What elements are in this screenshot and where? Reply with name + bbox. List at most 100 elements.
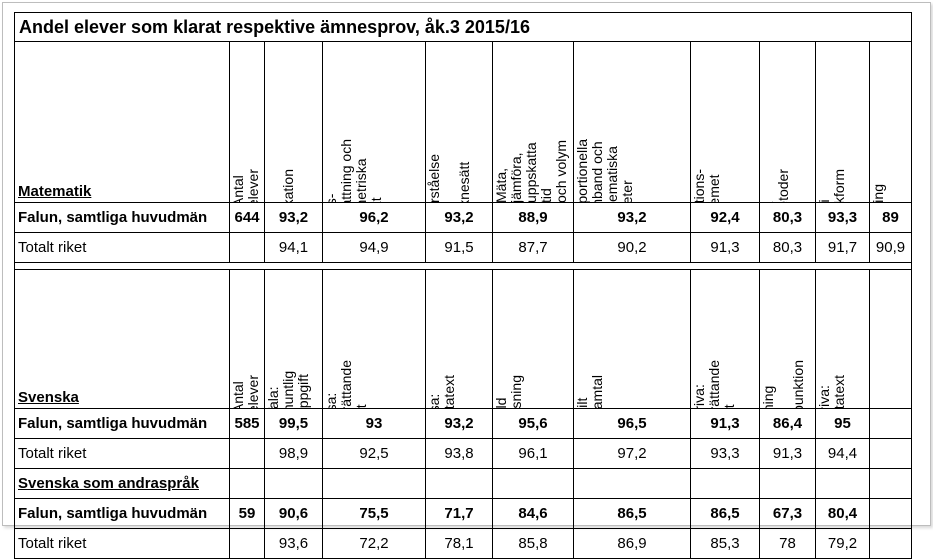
value-cell: 71,7 — [425, 498, 493, 529]
value-cell: 93,6 — [264, 528, 323, 559]
value-cell: 93,2 — [264, 202, 323, 233]
rotated-header-wrap: Skriva: berättande text — [692, 271, 759, 408]
empty-cell — [229, 468, 265, 499]
value-cell: 87,7 — [492, 232, 574, 263]
rotated-header-wrap: Huvudräkning — [871, 43, 911, 202]
row-label: Totalt riket — [14, 528, 230, 559]
value-cell: 93 — [322, 408, 426, 439]
column-header: Enskilt textsamtal — [573, 269, 691, 409]
empty-cell — [759, 468, 816, 499]
empty-cell — [690, 468, 760, 499]
column-header-label: Tal i bråkform — [816, 169, 848, 203]
column-header-label: Mäta, jämföra, uppskatta tid och volym — [493, 139, 570, 203]
section-label-svenska: Svenska — [14, 269, 230, 409]
rotated-header-wrap: Rums- uppfattning och geometriska objekt — [324, 43, 425, 203]
column-header: Stavning och interpunktion — [759, 269, 816, 409]
empty-cell — [492, 468, 574, 499]
value-cell: 96,2 — [322, 202, 426, 233]
value-cell: 86,4 — [759, 408, 816, 439]
empty-cell — [869, 438, 912, 469]
column-header: Huvudräkning — [869, 41, 912, 203]
value-cell — [229, 528, 265, 559]
column-header-label: Läsa: faktatext — [427, 375, 458, 409]
value-cell: 94,1 — [264, 232, 323, 263]
rotated-header-wrap: Läsa: berättande text — [324, 271, 425, 408]
value-cell: 98,9 — [264, 438, 323, 469]
value-cell: 75,5 — [322, 498, 426, 529]
value-cell: 91,3 — [759, 438, 816, 469]
empty-cell — [869, 498, 912, 529]
value-cell: 86,5 — [690, 498, 760, 529]
value-cell: 79,2 — [815, 528, 870, 559]
empty-cell — [869, 408, 912, 439]
sva-data-row: Totalt riket 93,6 72,2 78,1 85,8 86,9 85,3 78 79… — [14, 528, 912, 559]
value-cell: 585 — [229, 408, 265, 439]
value-cell: 86,9 — [573, 528, 691, 559]
value-cell: 80,3 — [759, 232, 816, 263]
column-header-label: Skriftliga räknemetoder — [761, 169, 791, 202]
column-header: Antal elever — [229, 269, 265, 409]
value-cell: 91,5 — [425, 232, 493, 263]
value-cell: 91,3 — [690, 408, 760, 439]
value-cell: 91,7 — [815, 232, 870, 263]
section-label-matematik: Matematik — [14, 41, 230, 203]
column-header-label: Tala: muntlig uppgift — [265, 370, 312, 409]
column-header: Tala: muntlig uppgift — [264, 269, 323, 409]
empty-cell — [815, 468, 870, 499]
empty-cell — [425, 468, 493, 499]
column-header: Muntlig kommunikation — [264, 41, 323, 203]
empty-cell — [264, 468, 323, 499]
value-cell: 93,2 — [425, 408, 493, 439]
column-header-label: Rums- uppfattning och geometriska objekt — [324, 139, 385, 203]
row-label: Totalt riket — [14, 438, 230, 469]
rotated-header-wrap: Muntlig kommunikation — [266, 43, 322, 202]
column-header: Enskild högläsning — [492, 269, 574, 409]
rotated-header-wrap: Stavning och interpunktion — [761, 271, 815, 408]
column-header: Tal i bråkform — [815, 41, 870, 203]
svenska-data-row: Falun, samtliga huvudmän 585 99,5 93 93,2 95,… — [14, 408, 912, 439]
column-header-label: Positions- systemet — [691, 169, 723, 203]
column-header-label: Antal elever — [230, 374, 262, 409]
row-label: Totalt riket — [14, 232, 230, 263]
column-header: Antal elever — [229, 41, 265, 203]
empty-cell — [869, 528, 912, 559]
rotated-header-wrap: Proportionella samband och matematiska l… — [575, 43, 690, 202]
value-cell: 86,5 — [573, 498, 691, 529]
value-cell: 90,6 — [264, 498, 323, 529]
value-cell: 85,8 — [492, 528, 574, 559]
value-cell: 93,2 — [573, 202, 691, 233]
rotated-header-wrap: Förståelse för räknesätt — [427, 43, 492, 202]
value-cell: 80,4 — [815, 498, 870, 529]
rotated-header-wrap: Mäta, jämföra, uppskatta tid och volym — [493, 43, 573, 203]
spacer-row — [14, 262, 912, 270]
rotated-header-wrap: Tala: muntlig uppgift — [265, 271, 322, 409]
value-cell: 85,3 — [690, 528, 760, 559]
value-cell: 93,3 — [815, 202, 870, 233]
value-cell: 88,9 — [492, 202, 574, 233]
value-cell: 94,4 — [815, 438, 870, 469]
empty-cell — [869, 269, 912, 409]
column-header-label: Antal elever — [230, 168, 262, 203]
value-cell: 72,2 — [322, 528, 426, 559]
svenska-header-row: Svenska Antal elever Tala: muntlig uppgift… — [14, 269, 912, 409]
value-cell — [229, 438, 265, 469]
spacer-cell — [14, 262, 912, 270]
section-label-sva: Svenska som andraspråk — [14, 468, 230, 499]
results-table: Andel elever som klarat respektive ämnes… — [14, 12, 912, 559]
value-cell: 93,8 — [425, 438, 493, 469]
value-cell: 644 — [229, 202, 265, 233]
column-header: Förståelse för räknesätt — [425, 41, 493, 203]
svenska-data-row: Totalt riket 98,9 92,5 93,8 96,1 97,2 93,3 91,3… — [14, 438, 912, 469]
column-header: Skriva: faktatext — [815, 269, 870, 409]
value-cell: 97,2 — [573, 438, 691, 469]
value-cell: 90,9 — [869, 232, 912, 263]
table-title: Andel elever som klarat respektive ämnes… — [14, 12, 912, 42]
value-cell: 95,6 — [492, 408, 574, 439]
value-cell: 89 — [869, 202, 912, 233]
rotated-header-wrap: Skriva: faktatext — [817, 271, 869, 408]
value-cell: 78,1 — [425, 528, 493, 559]
rotated-header-wrap: Antal elever — [230, 43, 264, 203]
column-header: Rums- uppfattning och geometriska objekt — [322, 41, 426, 203]
column-header: Skriva: berättande text — [690, 269, 760, 409]
